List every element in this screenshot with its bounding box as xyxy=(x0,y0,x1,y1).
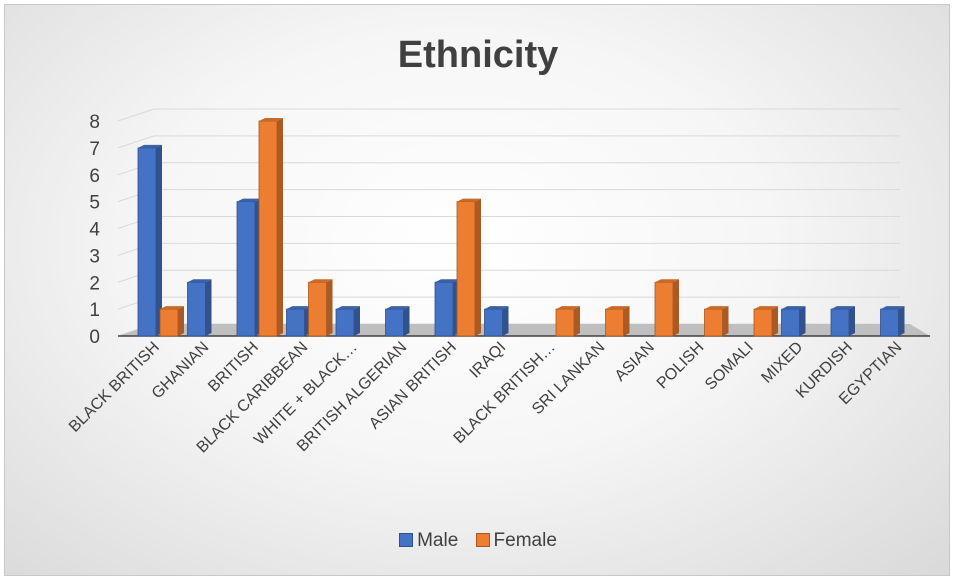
bar-male xyxy=(830,308,850,337)
bar-male xyxy=(880,308,899,337)
bar-top-male xyxy=(880,306,905,310)
y-tick-label: 4 xyxy=(89,220,100,241)
bar-top-male xyxy=(286,306,311,310)
bar-top-male xyxy=(435,279,459,283)
bar-side-female xyxy=(178,306,184,336)
bar-top-female xyxy=(457,198,481,202)
y-tick-label: 8 xyxy=(89,112,100,133)
bar-top-female xyxy=(308,279,333,283)
bar-male xyxy=(484,308,503,337)
bar-male xyxy=(335,308,355,337)
bar-top-female xyxy=(160,306,184,310)
bar-top-male xyxy=(781,306,806,310)
bar-top-male xyxy=(187,279,212,283)
x-tick-label: BLACK BRITISH xyxy=(66,339,163,436)
bar-female xyxy=(753,308,773,337)
y-tick-label: 2 xyxy=(89,273,100,294)
bar-top-male xyxy=(831,306,855,310)
x-tick-label: MIXED xyxy=(758,339,806,387)
bar-top-male xyxy=(237,198,261,202)
y-tick-label: 3 xyxy=(89,246,100,267)
x-tick-label: IRAQI xyxy=(467,339,510,382)
bar-male xyxy=(434,281,454,337)
bar-top-male xyxy=(484,306,509,310)
bar-male xyxy=(781,308,800,337)
bar-side-male xyxy=(205,279,212,336)
bar-top-female xyxy=(754,306,778,310)
y-tick-label: 1 xyxy=(89,300,100,321)
bar-female xyxy=(605,308,624,337)
bar-male xyxy=(187,281,206,337)
bar-side-female xyxy=(326,279,333,336)
bar-male xyxy=(137,147,157,337)
bar-side-female xyxy=(475,198,481,336)
bar-side-female xyxy=(772,306,778,336)
gridline-depth xyxy=(117,135,155,149)
bar-male xyxy=(286,308,305,337)
x-tick-label: POLISH xyxy=(654,339,708,393)
y-tick-label: 5 xyxy=(89,193,100,214)
bar-top-female xyxy=(259,118,283,121)
bar-side-female xyxy=(623,306,630,336)
bar-side-male xyxy=(849,306,855,336)
bar-top-female xyxy=(704,306,729,310)
bar-top-male xyxy=(385,306,410,310)
bar-side-female xyxy=(277,118,283,336)
bar-female xyxy=(159,308,179,337)
bar-side-male xyxy=(898,306,905,336)
bar-female xyxy=(704,308,723,337)
bar-top-female xyxy=(556,306,580,310)
legend-swatch-female xyxy=(475,533,490,547)
legend-swatch-male xyxy=(399,533,414,547)
bar-female xyxy=(308,281,327,337)
legend-item-female: Female xyxy=(475,530,557,552)
legend-item-male: Male xyxy=(399,530,458,552)
bar-side-male xyxy=(502,306,509,336)
x-tick-label: ASIAN BRITISH xyxy=(366,339,460,433)
bar-side-male xyxy=(354,306,360,336)
legend-label-female: Female xyxy=(493,530,557,551)
bar-side-female xyxy=(722,306,729,336)
x-tick-label: ASIAN xyxy=(612,339,658,385)
bar-side-male xyxy=(799,306,806,336)
x-tick-label: SOMALI xyxy=(702,339,757,394)
bar-female xyxy=(654,281,674,337)
bar-female xyxy=(456,201,476,337)
y-tick-label: 6 xyxy=(89,166,100,187)
bar-top-female xyxy=(605,306,630,310)
bar-male xyxy=(385,308,404,337)
bar-male xyxy=(236,201,256,337)
bar-top-female xyxy=(655,279,679,283)
bar-top-male xyxy=(336,306,360,310)
bar-side-male xyxy=(403,306,410,336)
bar-female xyxy=(258,120,278,337)
y-tick-label: 0 xyxy=(89,327,100,348)
legend-label-male: Male xyxy=(417,530,459,551)
bar-side-male xyxy=(156,144,162,336)
legend: Male Female xyxy=(0,530,956,552)
chart-title: Ethnicity xyxy=(397,34,559,76)
bar-top-male xyxy=(138,144,162,148)
bar-female xyxy=(555,308,575,337)
bar-side-female xyxy=(673,279,679,336)
y-tick-label: 7 xyxy=(89,139,100,160)
gridline-depth xyxy=(117,108,155,122)
bar-side-female xyxy=(574,306,580,336)
